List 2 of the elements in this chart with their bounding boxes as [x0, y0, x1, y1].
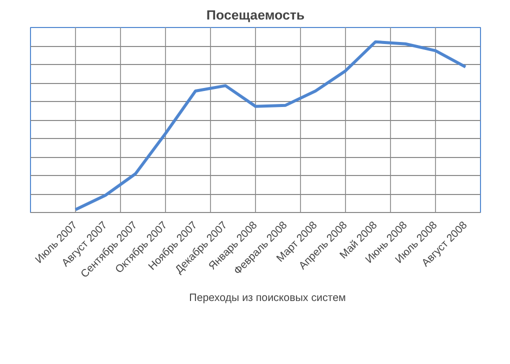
- text: Переходы из поисковых систем: [189, 292, 346, 304]
- chart-title: Посещаемость: [206, 8, 305, 22]
